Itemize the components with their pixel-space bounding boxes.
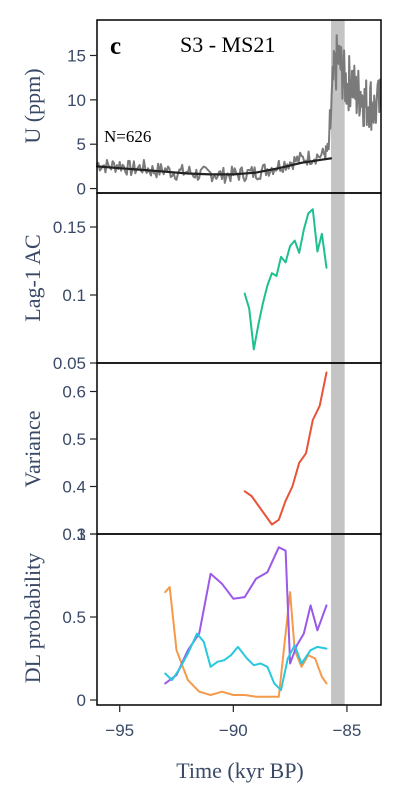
x-tick-label: −95	[105, 721, 134, 740]
chart-title: S3 - MS21	[180, 32, 275, 57]
u-trend-line	[95, 157, 333, 176]
x-tick-label: −85	[332, 721, 361, 740]
x-axis-title: Time (kyr BP)	[176, 758, 304, 783]
y-tick-label-dl: 0	[77, 691, 86, 710]
series-line-dl-0	[164, 586, 328, 698]
y-tick-label-variance: 0.5	[62, 430, 86, 449]
chart-axes: 0 5 10 15 0.05 0.1 0.15 0.3 0.4 0.5 0.6 0 0.5 1 −95 −90…	[53, 19, 382, 740]
y-axis-title-ac: Lag-1 AC	[20, 234, 45, 321]
y-tick-label-variance: 0.4	[62, 478, 86, 497]
y-tick-label-ac: 0.15	[53, 218, 86, 237]
y-axis-title-dl: DL probability	[20, 553, 45, 684]
sample-count-label: N=626	[104, 127, 151, 146]
series-line-variance-0	[243, 371, 328, 526]
panel-letter: c	[110, 33, 121, 60]
y-tick-label-ac: 0.1	[62, 286, 86, 305]
x-tick-label: −90	[219, 721, 248, 740]
series-line-ac-0	[243, 208, 328, 351]
y-tick-label-dl: 0.5	[62, 608, 86, 627]
y-tick-label-variance: 0.6	[62, 383, 86, 402]
chart-marks	[95, 34, 382, 698]
y-axis-title-u: U (ppm)	[20, 68, 45, 143]
panel-frame-dl	[96, 533, 382, 706]
y-axis-title-variance: Variance	[20, 411, 45, 488]
y-tick-label-dl: 1	[77, 525, 86, 544]
series-line-dl-1	[164, 546, 328, 685]
y-tick-label-ac: 0.05	[53, 354, 86, 373]
y-tick-label-u: 0	[77, 180, 86, 199]
series-line-dl-2	[164, 632, 328, 692]
y-tick-label-variance: 0.3	[62, 525, 86, 544]
y-tick-label-u: 5	[77, 135, 86, 154]
y-tick-label-u: 10	[67, 91, 86, 110]
y-tick-label-u: 15	[67, 46, 86, 65]
